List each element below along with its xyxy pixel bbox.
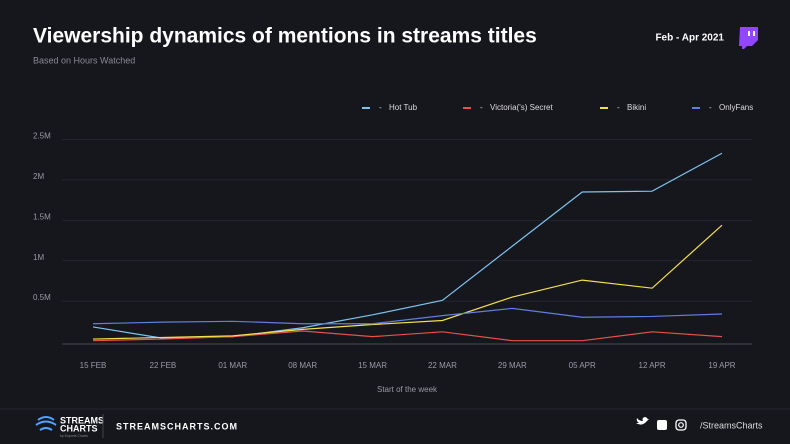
social-icons[interactable]: [636, 417, 687, 431]
x-tick-label: 05 APR: [569, 361, 596, 370]
legend-dash: -: [480, 103, 483, 112]
chart-title: Viewership dynamics of mentions in strea…: [33, 25, 537, 48]
site-link[interactable]: STREAMSCHARTS.COM: [116, 421, 238, 431]
x-tick-label: 29 MAR: [498, 361, 527, 370]
social-handle[interactable]: /StreamsCharts: [700, 420, 763, 430]
legend-label: Bikini: [627, 103, 646, 112]
logo-icon: [35, 416, 57, 431]
legend-label: Victoria('s) Secret: [490, 103, 554, 112]
x-tick-label: 08 MAR: [288, 361, 317, 370]
x-tick-label: 15 MAR: [358, 361, 387, 370]
x-tick-label: 19 APR: [708, 361, 735, 370]
period: Feb - Apr 2021: [655, 33, 724, 44]
twitch-icon: [739, 27, 758, 49]
y-tick-label: 2M: [33, 172, 44, 181]
x-tick-label: 01 MAR: [218, 361, 247, 370]
y-tick-label: 1.5M: [33, 212, 51, 221]
legend-dash: -: [379, 103, 382, 112]
legend-label: OnlyFans: [719, 103, 753, 112]
x-tick-label: 22 MAR: [428, 361, 457, 370]
x-tick-label: 12 APR: [639, 361, 666, 370]
x-tick-label: 22 FEB: [150, 361, 177, 370]
series-line: [92, 307, 723, 325]
y-tick-label: 1M: [33, 253, 44, 262]
logo-by: by Esports Charts: [60, 434, 88, 438]
y-tick-label: 2.5M: [33, 132, 51, 141]
subtitle: Based on Hours Watched: [33, 55, 135, 65]
x-tick-label: 15 FEB: [80, 361, 107, 370]
legend-label: Hot Tub: [389, 103, 418, 112]
logo-text: CHARTS: [60, 423, 98, 433]
logo-text: STREAMS: [60, 415, 104, 425]
x-axis-label: Start of the week: [377, 385, 438, 394]
legend-dash: -: [709, 103, 712, 112]
series-line: [92, 330, 723, 342]
y-tick-label: 0.5M: [33, 293, 51, 302]
series-line: [92, 224, 723, 340]
legend-dash: -: [617, 103, 620, 112]
